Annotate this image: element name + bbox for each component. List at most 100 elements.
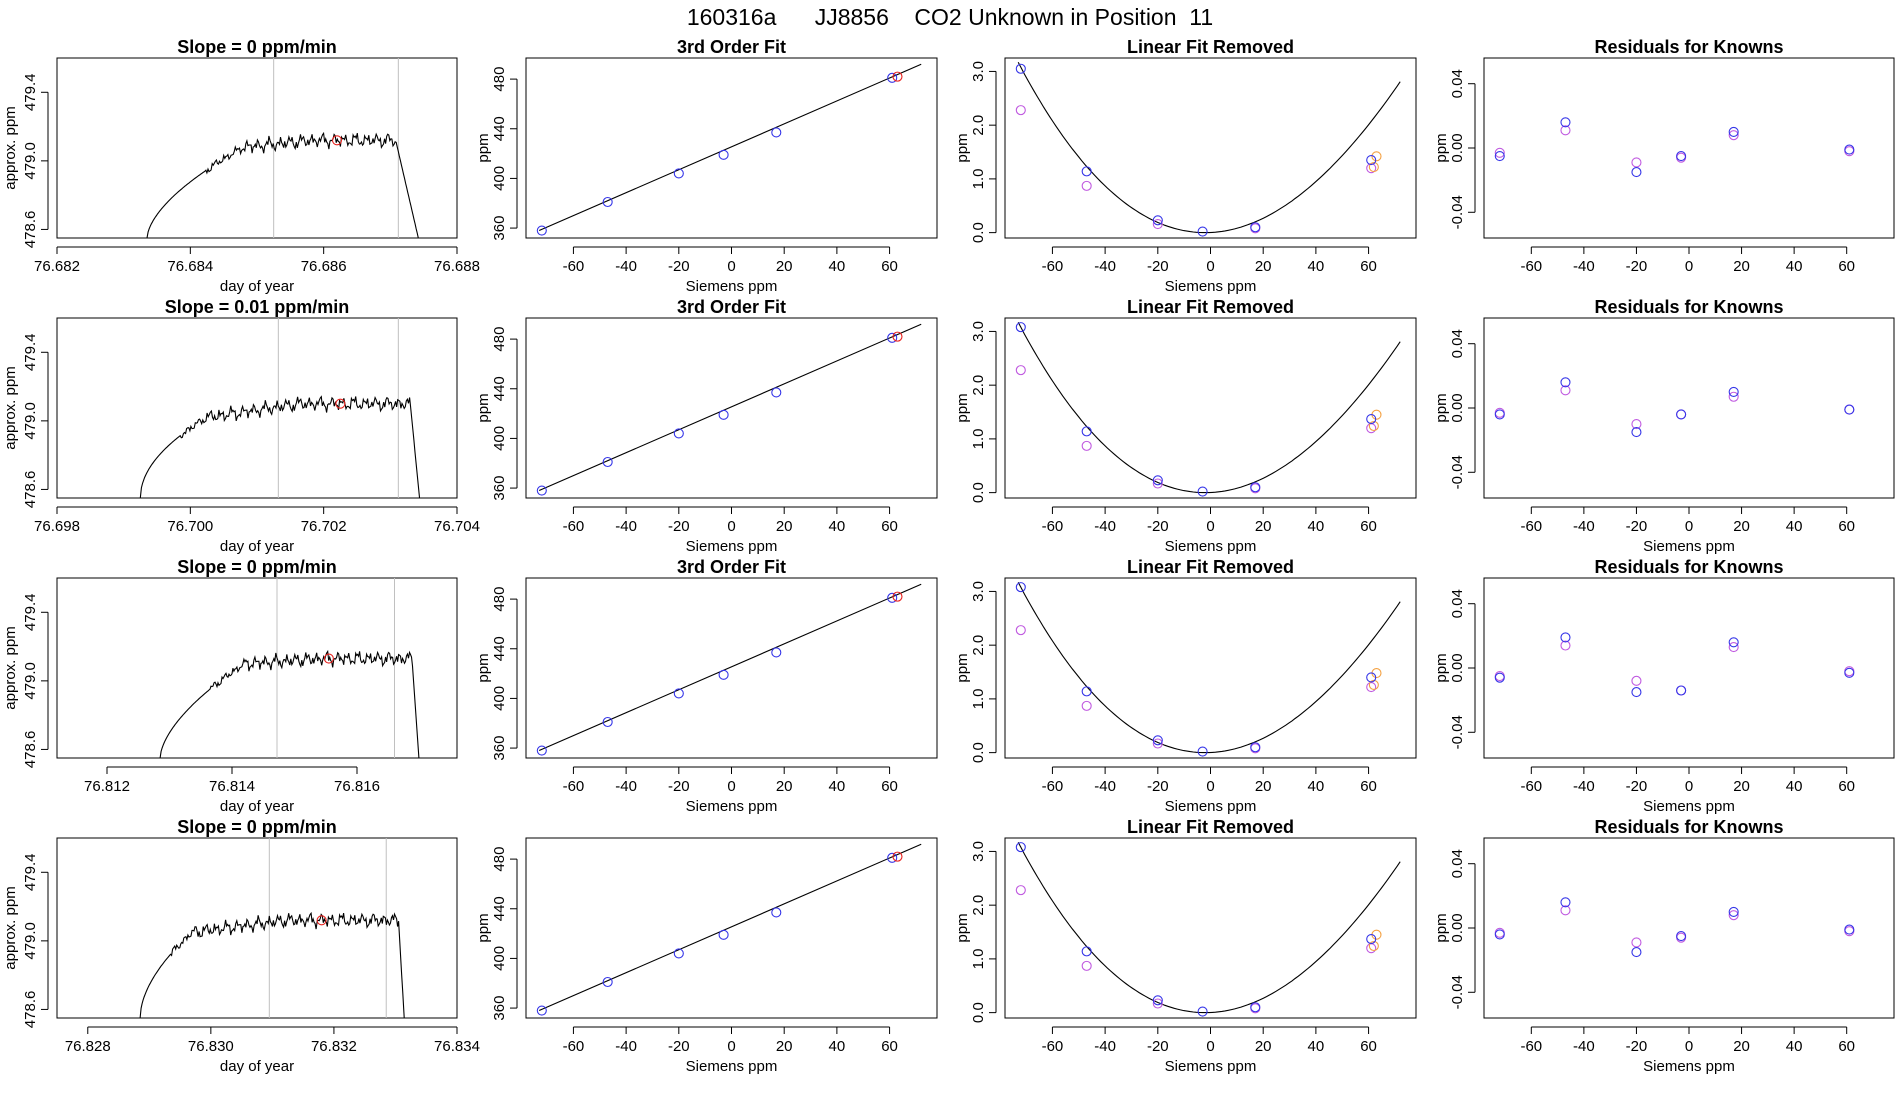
y-axis-label: ppm [1433,133,1450,162]
y-tick-label: -0.04 [1449,975,1466,1009]
x-tick-label: 76.828 [65,1038,111,1055]
known-point-magenta [1015,885,1026,896]
plot-area [139,838,405,1018]
panel-title: Slope = 0 ppm/min [177,557,337,577]
y-tick-label: 480 [491,587,508,612]
x-tick-label: 40 [829,778,846,795]
unknown-point [892,71,903,82]
x-tick-label: -40 [1094,778,1116,795]
known-point-magenta [1631,419,1642,430]
panel-0-2: Linear Fit Removed -60 -40 -20 0 20 40 60 Siemen… [954,37,1417,295]
x-tick-label: 0 [727,1038,735,1055]
fit-curve [1017,322,1401,494]
x-axis-label: day of year [220,1058,294,1075]
panel-0-1: 3rd Order Fit -60 -40 -20 0 20 40 60 Siemens ppm… [475,37,938,295]
x-axis-label: Siemens ppm [1643,798,1735,815]
known-point [1366,155,1377,166]
x-tick-label: -60 [563,518,585,535]
y-tick-label: 478.6 [22,731,39,769]
x-tick-label: 60 [1838,258,1855,275]
y-tick-label: 0.04 [1449,589,1466,618]
y-tick-label: 0.04 [1449,329,1466,358]
known-point [536,745,547,756]
known-point [1250,482,1261,493]
x-tick-label: 20 [1733,258,1750,275]
known-point [1152,215,1163,226]
x-tick-label: 0 [727,778,735,795]
known-point-magenta [1366,682,1377,693]
mean-marker [335,398,346,409]
known-point [1152,475,1163,486]
x-tick-label: 60 [1838,778,1855,795]
y-tick-label: 3.0 [970,841,987,862]
x-tick-label: 20 [776,518,793,535]
plot-area [536,583,922,756]
figure-title: 160316a JJ8856 CO2 Unknown in Position 1… [686,4,1214,30]
known-point-magenta [1081,180,1092,191]
panel-title: Residuals for Knowns [1594,557,1783,577]
plot-frame [1004,577,1417,759]
known-point-magenta [1560,905,1571,916]
y-tick-label: 479.0 [22,142,39,180]
known-point [1728,386,1739,397]
fit-curve [1017,62,1401,234]
known-point-magenta [1015,625,1026,636]
panel-title: Slope = 0.01 ppm/min [165,297,350,317]
y-axis-label: ppm [475,133,492,162]
known-point [1631,687,1642,698]
plot-frame [1483,317,1895,499]
x-tick-label: 40 [829,1038,846,1055]
known-point-magenta [1560,640,1571,651]
y-axis-label: ppm [954,133,971,162]
panel-title: Linear Fit Removed [1127,37,1294,57]
x-tick-label: -40 [1573,1038,1595,1055]
known-point [718,409,729,420]
mean-marker [331,135,343,146]
panel-title: Residuals for Knowns [1594,37,1783,57]
x-tick-label: 0 [727,518,735,535]
x-tick-label: -20 [1626,518,1648,535]
panel-title: Linear Fit Removed [1127,557,1294,577]
y-tick-label: 1.0 [970,688,987,709]
y-tick-label: 0.00 [1449,913,1466,942]
known-point [1081,166,1092,177]
y-tick-label: 0.04 [1449,849,1466,878]
known-point [1844,667,1855,678]
x-tick-label: 60 [1838,1038,1855,1055]
plot-frame [56,317,458,499]
fit-line [538,63,922,232]
x-tick-label: 0 [1685,258,1693,275]
y-tick-label: 3.0 [970,61,987,82]
known-point [536,485,547,496]
unknown-point-orange [1368,940,1379,952]
known-point [1081,426,1092,437]
panel-title: Residuals for Knowns [1594,297,1783,317]
known-point-magenta [1728,391,1739,402]
known-point [887,332,898,343]
y-tick-label: 0.00 [1449,393,1466,422]
x-axis-label: Siemens ppm [1165,278,1257,295]
x-tick-label: 76.830 [188,1038,234,1055]
known-point [1015,582,1026,593]
fit-curve [1017,842,1401,1014]
x-tick-label: 60 [1360,518,1377,535]
known-point [718,929,729,940]
x-tick-label: 76.700 [167,518,213,535]
x-tick-label: -60 [1042,1038,1064,1055]
plot-frame [525,57,938,239]
plot-frame [1483,837,1895,1019]
x-tick-label: -60 [563,258,585,275]
known-point [1081,946,1092,957]
known-point [1560,632,1571,643]
y-tick-label: 480 [491,327,508,352]
known-point [602,196,613,208]
known-point-magenta [1081,960,1092,971]
known-point [1081,686,1092,697]
x-tick-label: 60 [1360,1038,1377,1055]
known-point [1494,672,1505,683]
plot-area [1494,117,1855,178]
x-tick-label: 0 [727,258,735,275]
y-tick-label: 400 [491,946,508,971]
x-tick-label: 76.834 [434,1038,480,1055]
known-point [1560,117,1571,128]
